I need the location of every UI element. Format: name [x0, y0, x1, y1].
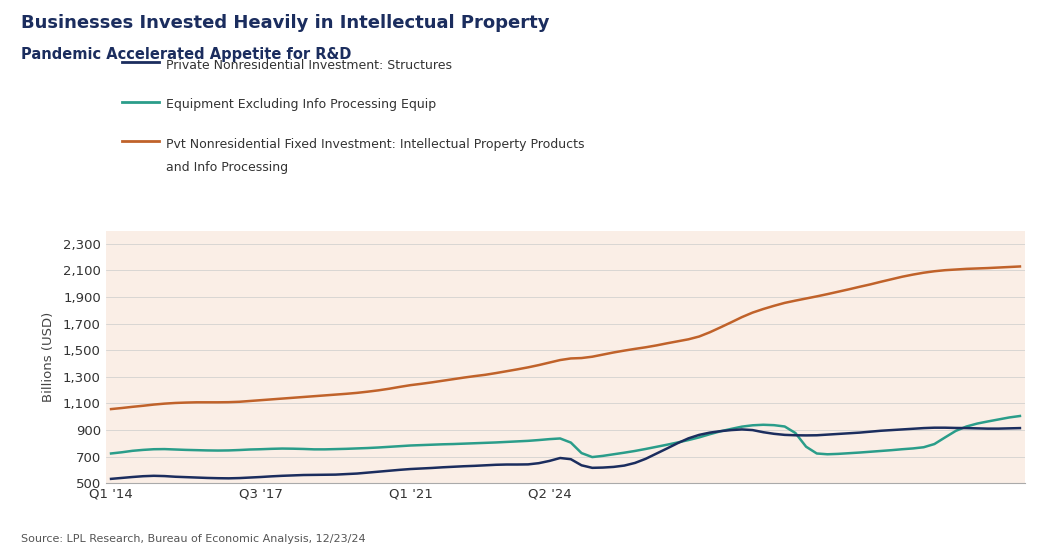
- Text: Pandemic Accelerated Appetite for R&D: Pandemic Accelerated Appetite for R&D: [21, 47, 352, 61]
- Text: Businesses Invested Heavily in Intellectual Property: Businesses Invested Heavily in Intellect…: [21, 14, 550, 32]
- Y-axis label: Billions (USD): Billions (USD): [41, 312, 55, 402]
- Text: Source: LPL Research, Bureau of Economic Analysis, 12/23/24: Source: LPL Research, Bureau of Economic…: [21, 534, 366, 544]
- Text: Equipment Excluding Info Processing Equip: Equipment Excluding Info Processing Equi…: [166, 98, 437, 111]
- Text: and Info Processing: and Info Processing: [166, 161, 289, 174]
- Text: Pvt Nonresidential Fixed Investment: Intellectual Property Products: Pvt Nonresidential Fixed Investment: Int…: [166, 138, 585, 151]
- Text: Private Nonresidential Investment: Structures: Private Nonresidential Investment: Struc…: [166, 59, 452, 72]
